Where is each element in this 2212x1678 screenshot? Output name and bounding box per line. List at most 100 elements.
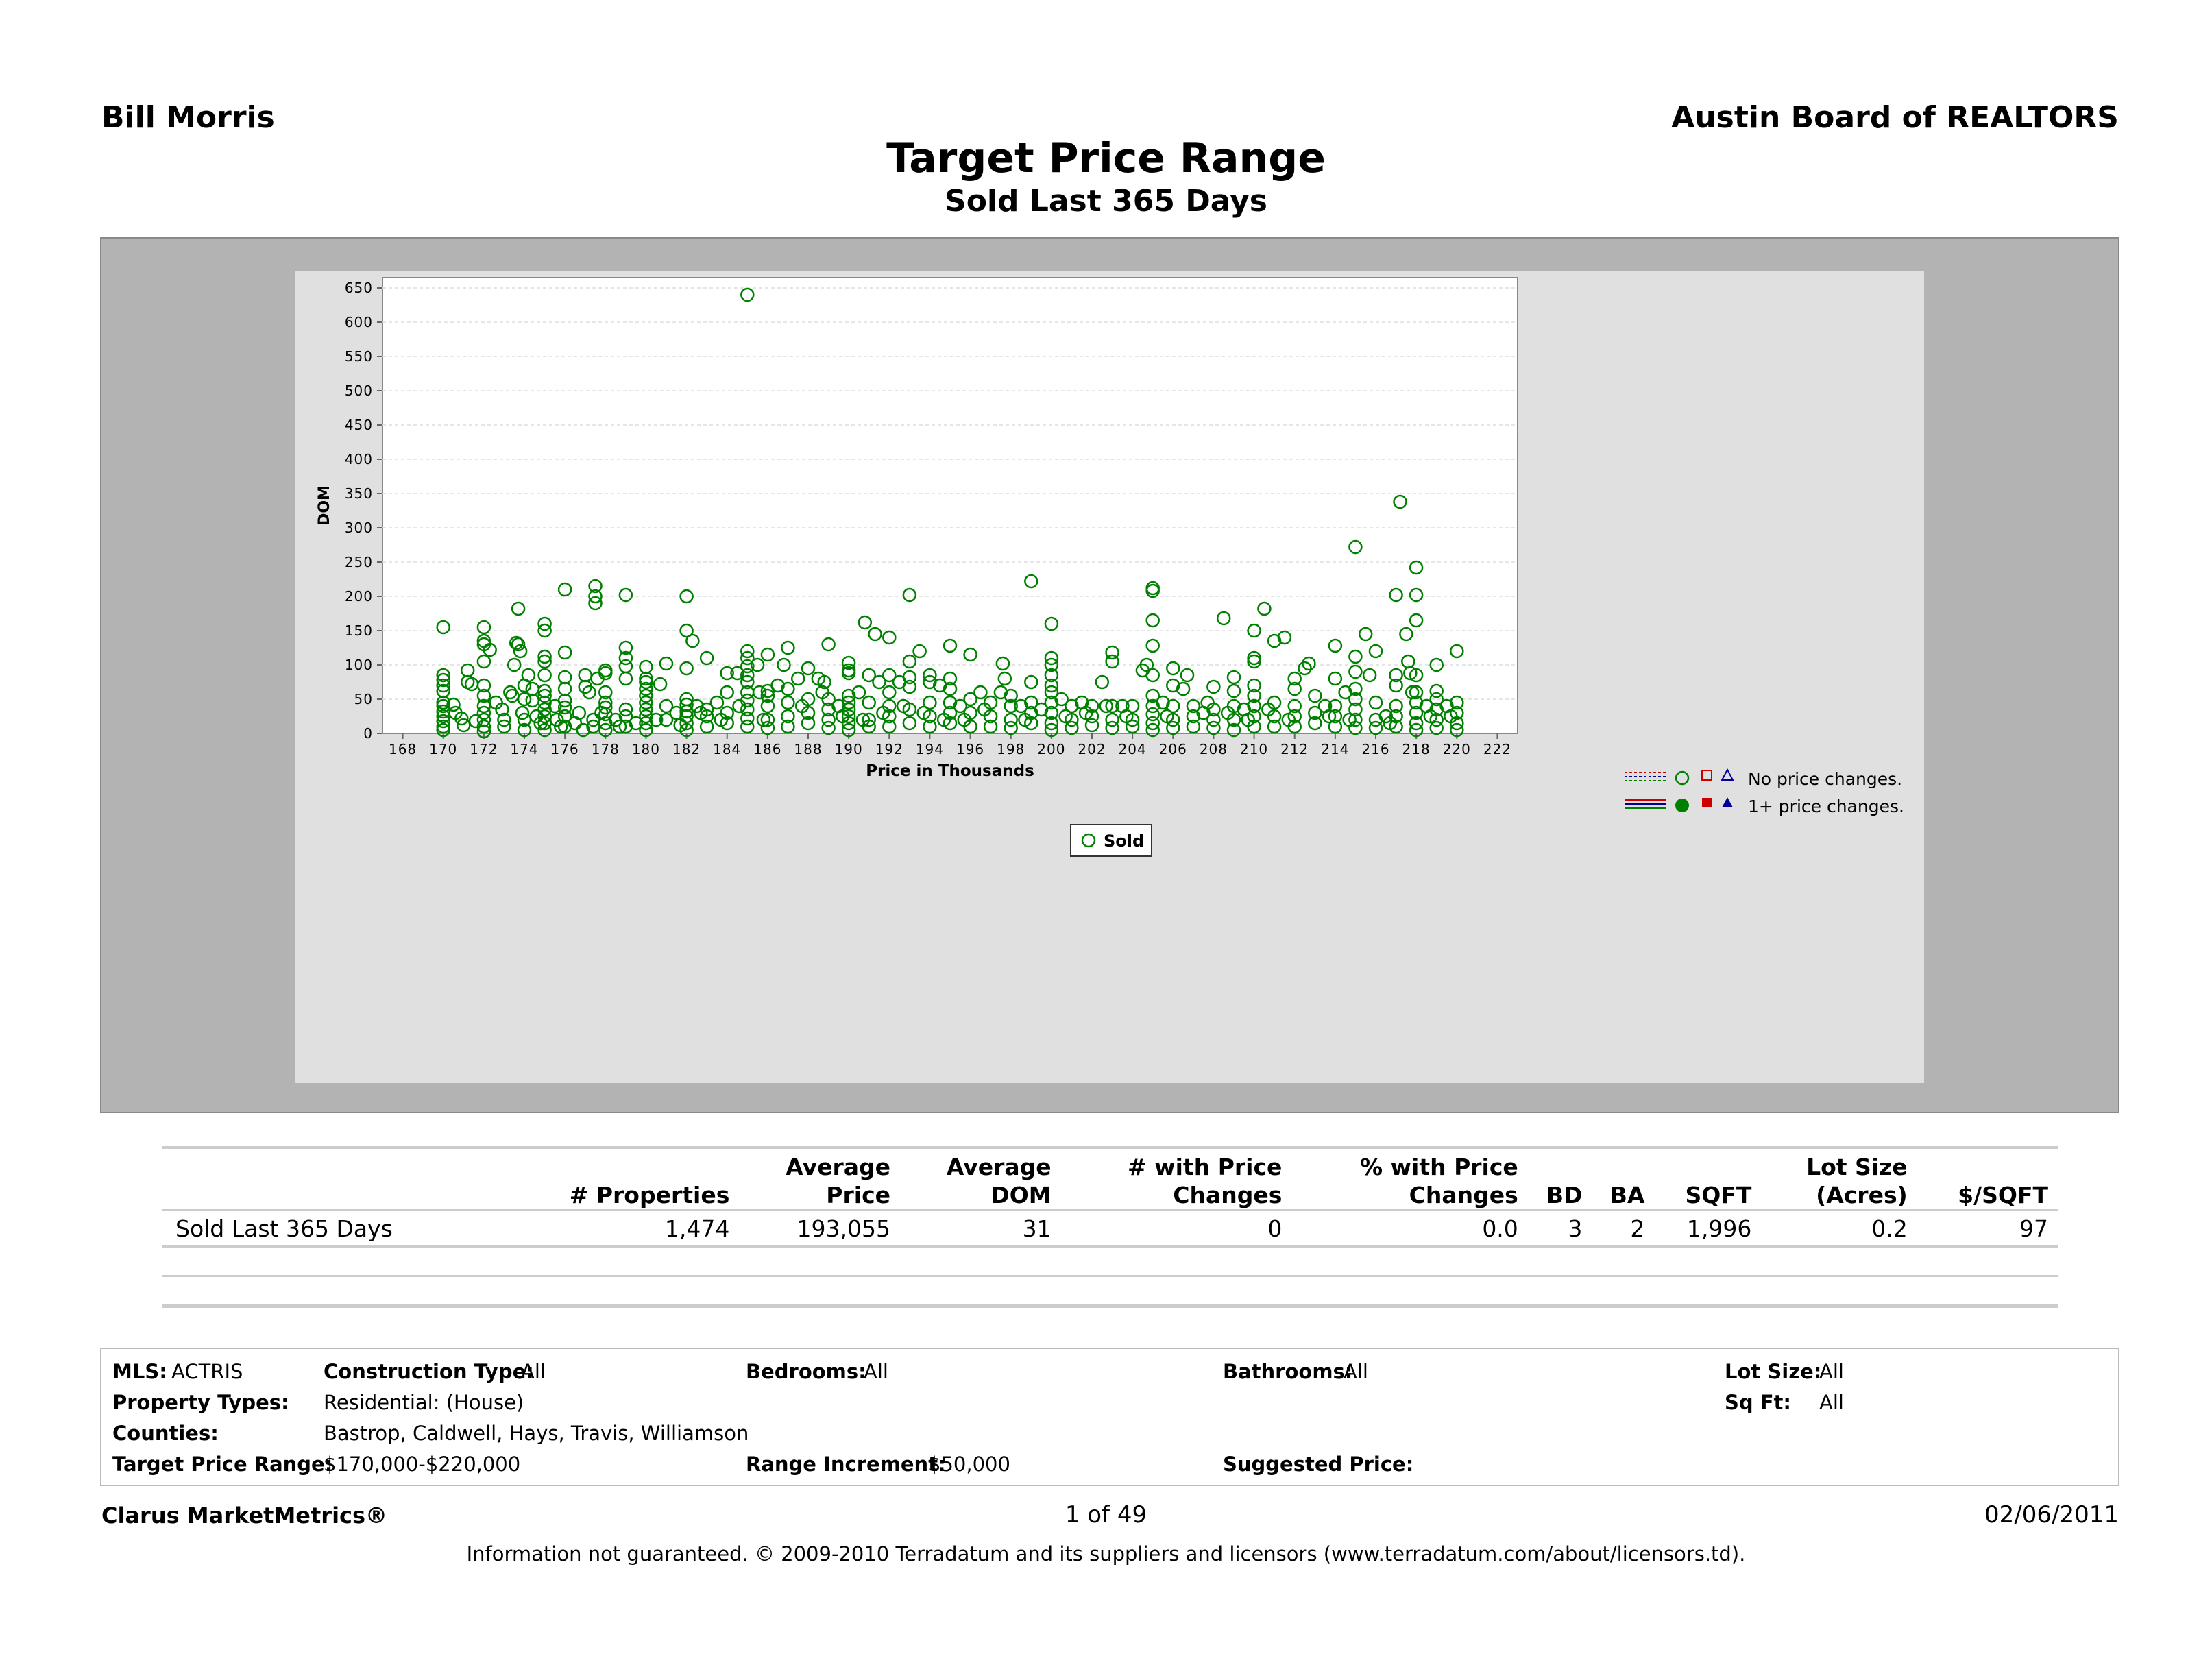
data-point (1348, 720, 1363, 735)
data-point (801, 692, 816, 707)
data-point (557, 700, 572, 715)
data-point (1139, 657, 1154, 672)
data-point (659, 656, 674, 671)
data-point (1348, 649, 1363, 664)
stats-empty-cell (1917, 1246, 2058, 1277)
data-point (740, 644, 755, 659)
data-point (858, 615, 873, 630)
data-point (841, 688, 856, 703)
stats-empty-row (162, 1246, 2058, 1277)
data-point (588, 579, 603, 594)
data-point (1145, 707, 1160, 722)
data-point (862, 695, 876, 710)
y-axis-label: DOM (316, 485, 333, 526)
data-point (1024, 574, 1038, 589)
key-filled-circle-icon (1675, 799, 1689, 812)
data-point (1125, 712, 1140, 727)
stats-body: Sold Last 365 Days 1,474 193,055 31 0 0.0 3 2 1,… (162, 1210, 2058, 1308)
data-point (781, 681, 795, 696)
data-point (1105, 712, 1119, 727)
data-point (639, 702, 653, 717)
sqft-label: Sq Ft: (1725, 1391, 1792, 1414)
data-point (557, 645, 572, 660)
data-point (1166, 698, 1180, 714)
data-point (1409, 705, 1424, 720)
data-point (740, 659, 755, 674)
data-point (1393, 494, 1407, 509)
data-point (436, 695, 450, 710)
legend-box (1070, 824, 1152, 857)
stats-cell: 1,996 (1654, 1210, 1762, 1248)
data-point (436, 714, 450, 729)
data-point (550, 712, 564, 727)
stats-col-header: $/SQFT (1917, 1146, 2058, 1211)
data-point (760, 698, 775, 714)
x-tick-label: 178 (592, 741, 620, 757)
y-tick-label: 450 (345, 417, 373, 433)
key-open-circle-icon (1675, 770, 1690, 786)
data-point (1145, 583, 1160, 598)
stats-row: Sold Last 365 Days 1,474 193,055 31 0 0.0 3 2 1,… (162, 1210, 2058, 1248)
stats-empty-cell (162, 1276, 500, 1308)
data-point (537, 649, 552, 664)
data-point (1004, 688, 1018, 703)
y-tick-label: 500 (345, 382, 373, 399)
data-point (1267, 709, 1282, 724)
data-point (629, 716, 643, 731)
stats-cell: 0.0 (1291, 1210, 1528, 1248)
data-point (801, 661, 816, 676)
data-point (1024, 674, 1038, 690)
data-point (612, 719, 627, 734)
data-point (740, 693, 755, 708)
data-point (902, 670, 917, 685)
data-point (476, 688, 491, 703)
bedrooms-value: All (864, 1360, 888, 1383)
data-point (902, 654, 917, 669)
stats-empty-cell (1592, 1276, 1655, 1308)
data-point (923, 674, 937, 690)
report-date: 02/06/2011 (1984, 1501, 2119, 1529)
legend-sold-icon (1081, 833, 1096, 848)
data-point (598, 722, 613, 738)
stats-empty-cell (1291, 1276, 1528, 1308)
data-point (882, 685, 897, 700)
data-point (533, 716, 548, 731)
data-point (760, 647, 775, 662)
data-point (639, 716, 653, 731)
data-point (483, 642, 497, 657)
data-point (1247, 678, 1261, 693)
data-point (781, 640, 795, 655)
x-tick-label: 200 (1037, 741, 1065, 757)
stats-col-header-line: BA (1609, 1182, 1645, 1208)
data-point (1099, 698, 1113, 714)
data-point (1362, 668, 1377, 683)
data-point (1328, 638, 1343, 653)
stats-col-header: Average Price (739, 1146, 901, 1211)
x-tick-label: 218 (1402, 741, 1431, 757)
key-filled-triangle-icon (1722, 797, 1733, 807)
data-point (1348, 539, 1363, 555)
stats-empty-cell (1761, 1276, 1917, 1308)
stats-col-header-line (1654, 1153, 1751, 1181)
stats-col-header: % with Price Changes (1291, 1146, 1528, 1211)
lot-size-label: Lot Size: (1725, 1360, 1822, 1383)
data-point (679, 716, 694, 731)
data-point (872, 674, 886, 690)
data-point (841, 722, 856, 738)
data-point (1403, 666, 1418, 681)
data-point (1287, 671, 1302, 686)
data-point (1226, 698, 1241, 714)
data-point (821, 637, 836, 652)
stats-col-header-line (1917, 1153, 2048, 1181)
data-point (659, 698, 674, 714)
data-point (740, 702, 755, 717)
data-point (1287, 698, 1302, 714)
data-point (1166, 712, 1180, 727)
data-point (1247, 709, 1261, 724)
data-point (841, 666, 856, 681)
lot-size-value: All (1819, 1360, 1844, 1383)
data-point (511, 601, 526, 616)
data-point (1287, 709, 1302, 724)
data-point (1389, 678, 1403, 693)
data-point (841, 702, 856, 717)
